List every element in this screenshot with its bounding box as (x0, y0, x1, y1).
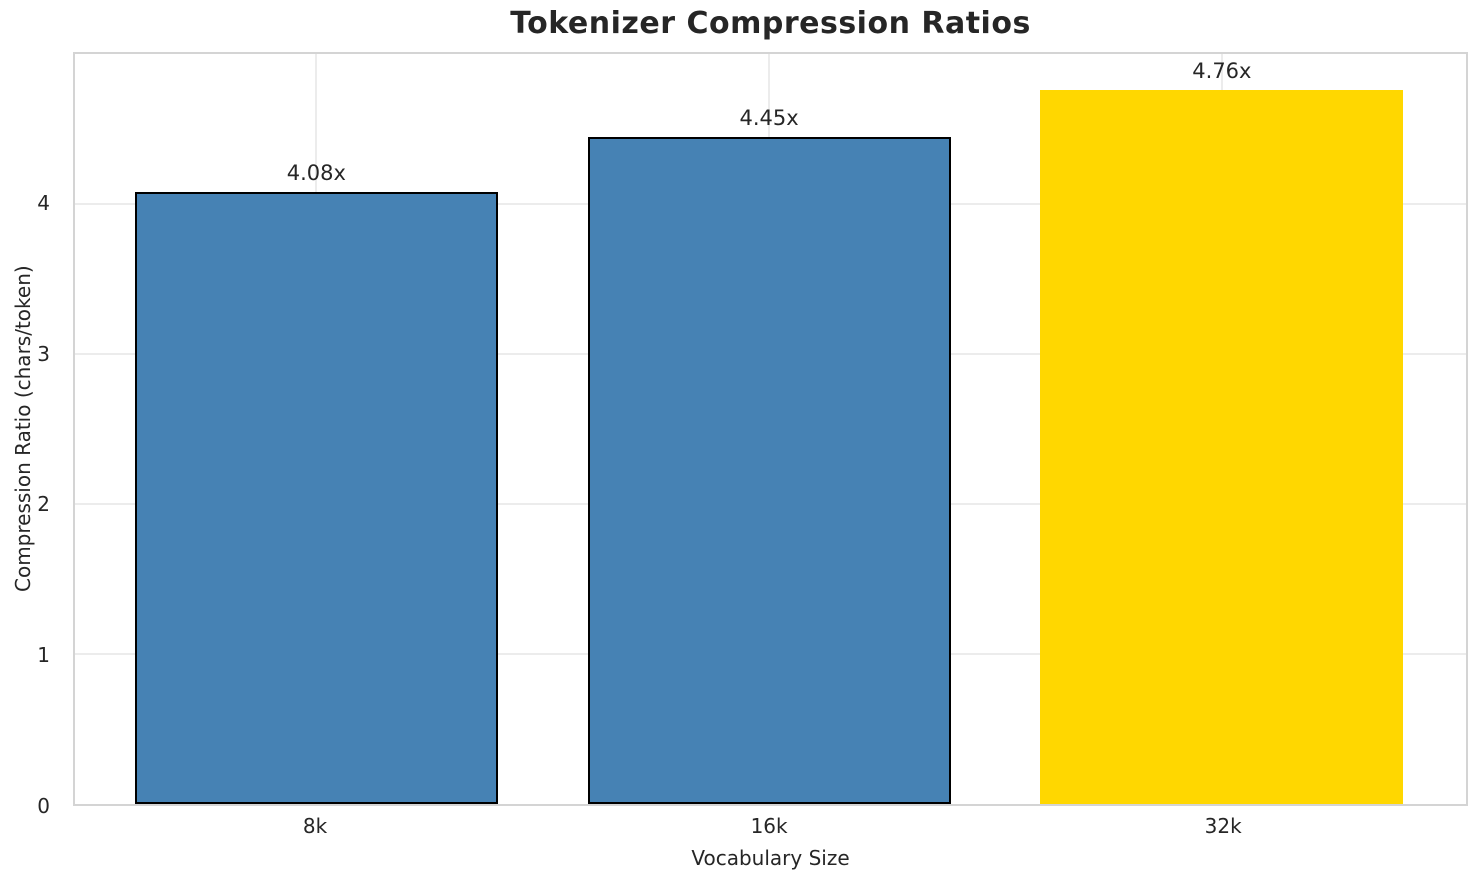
x-axis-ticks: 8k 16k 32k (73, 814, 1468, 842)
bar-16k (587, 136, 951, 804)
chart-title: Tokenizer Compression Ratios (510, 6, 1031, 41)
x-axis-label: Vocabulary Size (691, 846, 850, 870)
plot-area: 4.08x 4.45x 4.76x (73, 52, 1468, 806)
bar-8k (134, 192, 498, 804)
x-tick-label-32k: 32k (1204, 814, 1242, 838)
bar-value-label-16k: 4.45x (739, 105, 799, 130)
y-tick-label-2: 2 (37, 492, 50, 517)
bar-value-label-8k: 4.08x (286, 161, 346, 185)
y-tick-label-3: 3 (37, 341, 50, 366)
bar-value-label-32k: 4.76x (1192, 59, 1252, 83)
x-tick-label-8k: 8k (302, 814, 328, 838)
bar-32k (1040, 90, 1404, 804)
x-tick-label-16k: 16k (750, 814, 788, 838)
y-tick-label-4: 4 (37, 190, 50, 215)
y-tick-label-0: 0 (37, 794, 50, 818)
y-tick-label-1: 1 (37, 643, 50, 668)
y-axis-ticks: 0 1 2 3 4 (0, 52, 63, 818)
